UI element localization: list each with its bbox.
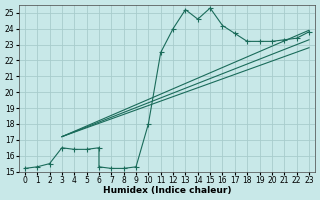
X-axis label: Humidex (Indice chaleur): Humidex (Indice chaleur) (103, 186, 231, 195)
